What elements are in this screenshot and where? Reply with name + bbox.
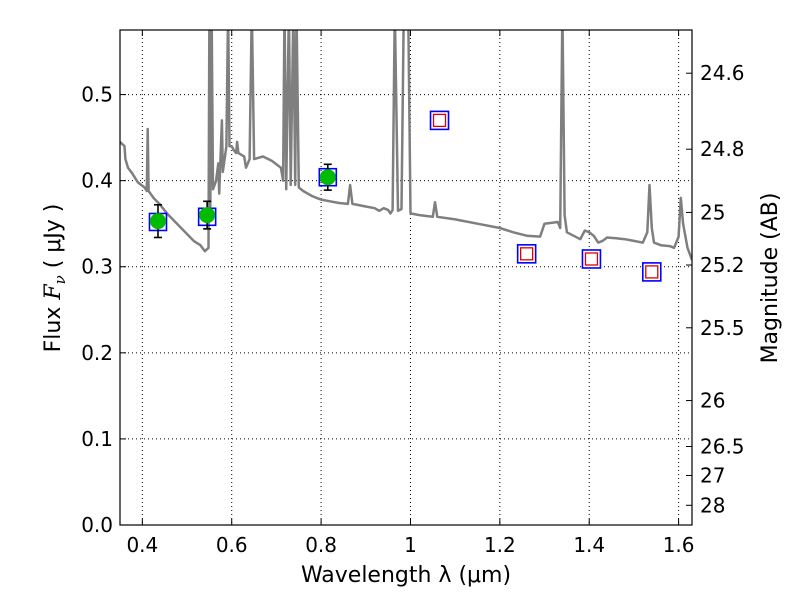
y-tick-label: 0.5 (81, 83, 113, 107)
predicted-band-marker (641, 262, 662, 282)
observed-point (149, 213, 166, 230)
x-tick-label: 1.6 (663, 533, 695, 557)
y-tick-label: 0.3 (81, 255, 113, 279)
y2-tick-label: 27 (700, 463, 725, 487)
y-axis-label: Flux Fν ( μJy ) (41, 204, 69, 353)
y2-tick-label: 24.8 (700, 137, 745, 161)
y2-axis-label: Magnitude (AB) (758, 193, 783, 364)
y-axis-label-text: Flux (41, 300, 66, 353)
predicted-band-inner-marker (520, 247, 534, 261)
y2-tick-label: 25.2 (700, 253, 745, 277)
x-tick-label: 1.2 (484, 533, 516, 557)
grid (120, 30, 692, 526)
y-axis-label-subscript: ν (51, 275, 69, 284)
x-tick-label: 0.4 (126, 533, 158, 557)
y2-tick-label: 25 (700, 200, 725, 224)
predicted-band-inner-marker (645, 265, 659, 279)
axes: 0.4 0.6 0.8 1 1.2 1.4 1.6 0.0 0.1 0.2 0.3 0.4 0.5 24.… (81, 30, 745, 557)
y-tick-label: 0.4 (81, 169, 113, 193)
predicted-band-marker (516, 244, 537, 264)
x-tick-label: 0.6 (216, 533, 248, 557)
x-tick-label: 1.4 (573, 533, 605, 557)
y-tick-label: 0.0 (81, 513, 113, 537)
y-tick-label: 0.1 (81, 427, 113, 451)
observed-point (199, 207, 216, 224)
x-tick-label: 1 (404, 533, 417, 557)
y2-tick-label: 28 (700, 493, 725, 517)
predicted-band-inner-marker (432, 113, 447, 128)
y-axis-label-units: ( μJy ) (41, 204, 66, 276)
plot-frame (119, 29, 693, 526)
y2-tick-label: 26 (700, 389, 725, 413)
y2-tick-label: 24.6 (700, 61, 745, 85)
plot-area (120, 30, 692, 282)
observed-point (319, 169, 336, 186)
y-axis-label-symbol: F (41, 284, 66, 301)
x-tick-label: 0.8 (305, 533, 337, 557)
y2-tick-label: 26.5 (700, 434, 745, 458)
predicted-band-marker (429, 110, 450, 131)
y2-tick-label: 25.5 (700, 316, 745, 340)
y-tick-label: 0.2 (81, 341, 113, 365)
x-axis-label: Wavelength λ (μm) (301, 563, 511, 588)
predicted-band-inner-marker (584, 252, 599, 266)
predicted-band-marker (581, 249, 602, 269)
